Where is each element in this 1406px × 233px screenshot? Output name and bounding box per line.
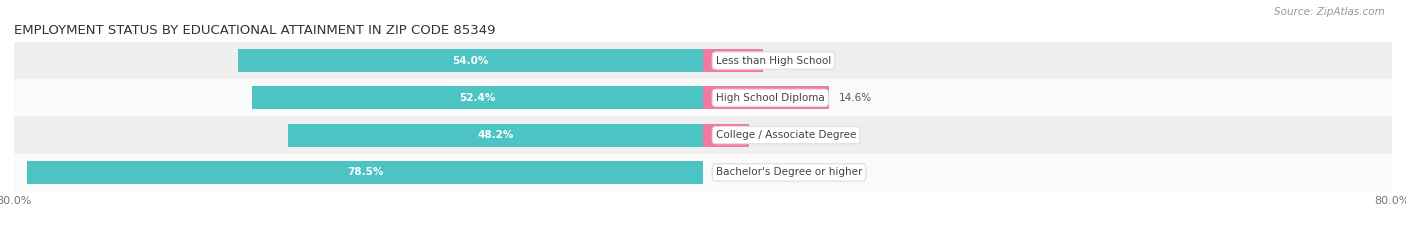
Bar <box>27 161 703 184</box>
Text: 7.0%: 7.0% <box>773 56 800 65</box>
Text: 14.6%: 14.6% <box>839 93 872 103</box>
Text: 48.2%: 48.2% <box>477 130 513 140</box>
Text: 52.4%: 52.4% <box>460 93 495 103</box>
Text: Less than High School: Less than High School <box>716 56 831 65</box>
Text: 0.0%: 0.0% <box>713 168 740 177</box>
Text: EMPLOYMENT STATUS BY EDUCATIONAL ATTAINMENT IN ZIP CODE 85349: EMPLOYMENT STATUS BY EDUCATIONAL ATTAINM… <box>14 24 495 37</box>
Text: 5.3%: 5.3% <box>759 130 786 140</box>
Bar <box>14 79 1392 116</box>
Bar <box>14 42 1392 79</box>
Text: Bachelor's Degree or higher: Bachelor's Degree or higher <box>716 168 862 177</box>
Bar <box>703 86 828 110</box>
Text: 54.0%: 54.0% <box>453 56 489 65</box>
Bar <box>238 49 703 72</box>
Text: 78.5%: 78.5% <box>347 168 384 177</box>
Bar <box>14 116 1392 154</box>
Bar <box>703 123 748 147</box>
Text: College / Associate Degree: College / Associate Degree <box>716 130 856 140</box>
Bar <box>288 123 703 147</box>
Text: Source: ZipAtlas.com: Source: ZipAtlas.com <box>1274 7 1385 17</box>
Bar <box>252 86 703 110</box>
Bar <box>703 49 763 72</box>
Bar <box>14 154 1392 191</box>
Text: High School Diploma: High School Diploma <box>716 93 825 103</box>
